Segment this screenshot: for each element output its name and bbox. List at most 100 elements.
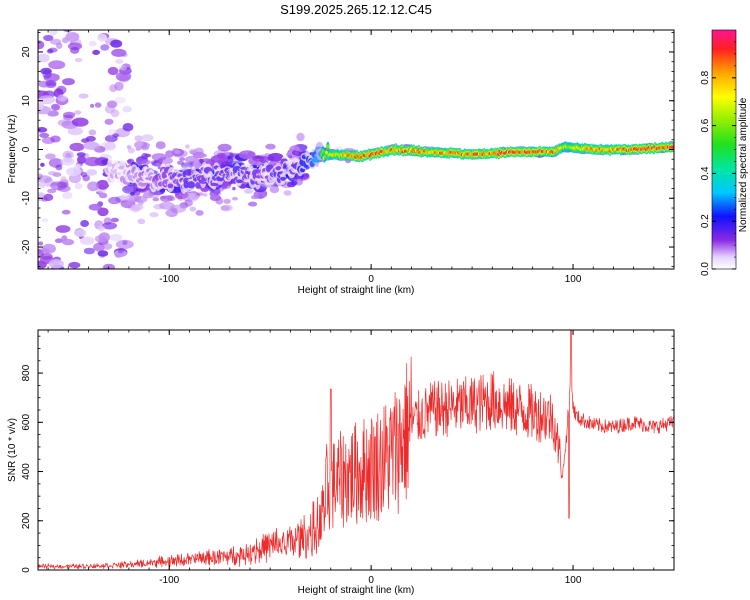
heatmap-cell xyxy=(149,212,159,218)
y-tick-label: 20 xyxy=(21,46,32,58)
heatmap-cell xyxy=(232,186,236,191)
heatmap-cell xyxy=(113,249,127,258)
heatmap-cell xyxy=(165,210,174,216)
heatmap-cell xyxy=(81,138,90,144)
heatmap-cell xyxy=(42,69,52,79)
heatmap-cell xyxy=(62,30,73,33)
x-tick-label: 0 xyxy=(368,575,374,586)
heatmap-cell xyxy=(104,141,116,151)
heatmap-cell xyxy=(48,171,57,176)
heatmap-cell xyxy=(140,159,151,165)
heatmap-cell xyxy=(137,200,144,206)
heatmap-cell xyxy=(88,203,102,211)
heatmap-cell xyxy=(287,183,293,188)
y-tick-label: -20 xyxy=(21,239,32,254)
heatmap-cell xyxy=(135,147,141,151)
snr-panel: -100 0 100 0 200 400 600 800 Height of straigh… xyxy=(7,329,675,596)
heatmap-cell xyxy=(68,261,81,269)
heatmap-cell xyxy=(160,195,173,202)
heatmap-cell xyxy=(62,78,75,86)
y-tick-label: 0 xyxy=(21,146,32,152)
heatmap-cell xyxy=(61,209,71,215)
heatmap-cell xyxy=(110,217,119,223)
x-tick-label: 100 xyxy=(565,274,582,285)
heatmap-cell xyxy=(109,234,123,242)
heatmap-cell xyxy=(94,102,102,108)
heatmap-cell xyxy=(66,167,81,177)
heatmap-cell xyxy=(74,110,82,115)
spectrogram-y-label: Frequency (Hz) xyxy=(7,115,18,184)
heatmap-cell xyxy=(45,80,57,87)
heatmap-cell xyxy=(67,127,83,136)
heatmap-cell xyxy=(39,132,50,138)
heatmap-cell xyxy=(74,163,81,170)
heatmap-cell xyxy=(195,210,204,216)
y-tick-label: -10 xyxy=(21,191,32,206)
heatmap-cell xyxy=(223,198,231,204)
heatmap-cell xyxy=(45,153,56,160)
heatmap-cell xyxy=(188,161,194,166)
x-tick-label: 0 xyxy=(368,274,374,285)
heatmap-cell xyxy=(243,188,254,194)
y-tick-label: 0 xyxy=(21,567,32,573)
heatmap-cell xyxy=(184,199,193,207)
heatmap-cell xyxy=(38,127,48,133)
x-tick-label: -100 xyxy=(159,575,179,586)
heatmap-cell xyxy=(50,38,62,45)
heatmap-ridge-cell xyxy=(161,171,168,179)
heatmap-cell xyxy=(112,133,120,138)
snr-x-label: Height of straight line (km) xyxy=(298,585,415,596)
heatmap-cell xyxy=(179,157,186,161)
heatmap-cell xyxy=(97,225,105,232)
heatmap-cell xyxy=(110,39,123,48)
heatmap-cell xyxy=(84,156,102,167)
heatmap-cell xyxy=(79,236,95,245)
heatmap-cell xyxy=(143,189,161,198)
heatmap-cell xyxy=(111,48,127,58)
heatmap-cell xyxy=(107,66,119,76)
heatmap-cell xyxy=(69,142,85,152)
heatmap-cell xyxy=(123,184,137,192)
heatmap-ridge-cell xyxy=(186,181,196,189)
heatmap-cell xyxy=(252,155,265,162)
heatmap-cell xyxy=(269,186,280,194)
heatmap-cell xyxy=(50,135,61,143)
heatmap-cell xyxy=(74,229,87,237)
heatmap-cell xyxy=(267,152,284,162)
heatmap-cell xyxy=(209,194,222,201)
heatmap-cell xyxy=(102,263,116,269)
heatmap-cell xyxy=(83,141,100,150)
heatmap-cell xyxy=(203,193,208,197)
x-tick-label: 100 xyxy=(565,575,582,586)
heatmap-cell xyxy=(65,268,68,269)
heatmap-cell xyxy=(294,151,299,155)
heatmap-cell xyxy=(55,164,63,171)
heatmap-cell xyxy=(165,150,175,158)
heatmap-cell xyxy=(174,150,181,155)
heatmap-cell xyxy=(189,206,197,212)
heatmap-cell xyxy=(60,176,67,181)
heatmap-cell xyxy=(88,129,97,136)
heatmap-cell xyxy=(110,109,120,118)
heatmap-cell xyxy=(175,191,189,199)
heatmap-cell xyxy=(97,33,108,42)
heatmap-cell xyxy=(63,111,76,119)
heatmap-cell xyxy=(38,95,56,105)
heatmap-cell xyxy=(48,60,66,70)
heatmap-cell xyxy=(255,192,265,198)
heatmap-cell xyxy=(119,194,130,201)
spectrogram-x-label: Height of straight line (km) xyxy=(298,285,415,296)
heatmap-cell xyxy=(87,181,99,192)
heatmap-cell xyxy=(43,34,54,42)
heatmap-cell xyxy=(71,117,89,127)
heatmap-cell xyxy=(57,94,68,102)
heatmap-cell xyxy=(65,152,72,159)
heatmap-cell xyxy=(56,85,67,95)
heatmap-cell xyxy=(92,49,100,56)
x-tick-label: -100 xyxy=(159,274,179,285)
heatmap-cell xyxy=(100,44,110,51)
heatmap-cell xyxy=(96,179,110,190)
heatmap-cell xyxy=(217,143,232,152)
heatmap-ridge-cell xyxy=(326,144,330,149)
